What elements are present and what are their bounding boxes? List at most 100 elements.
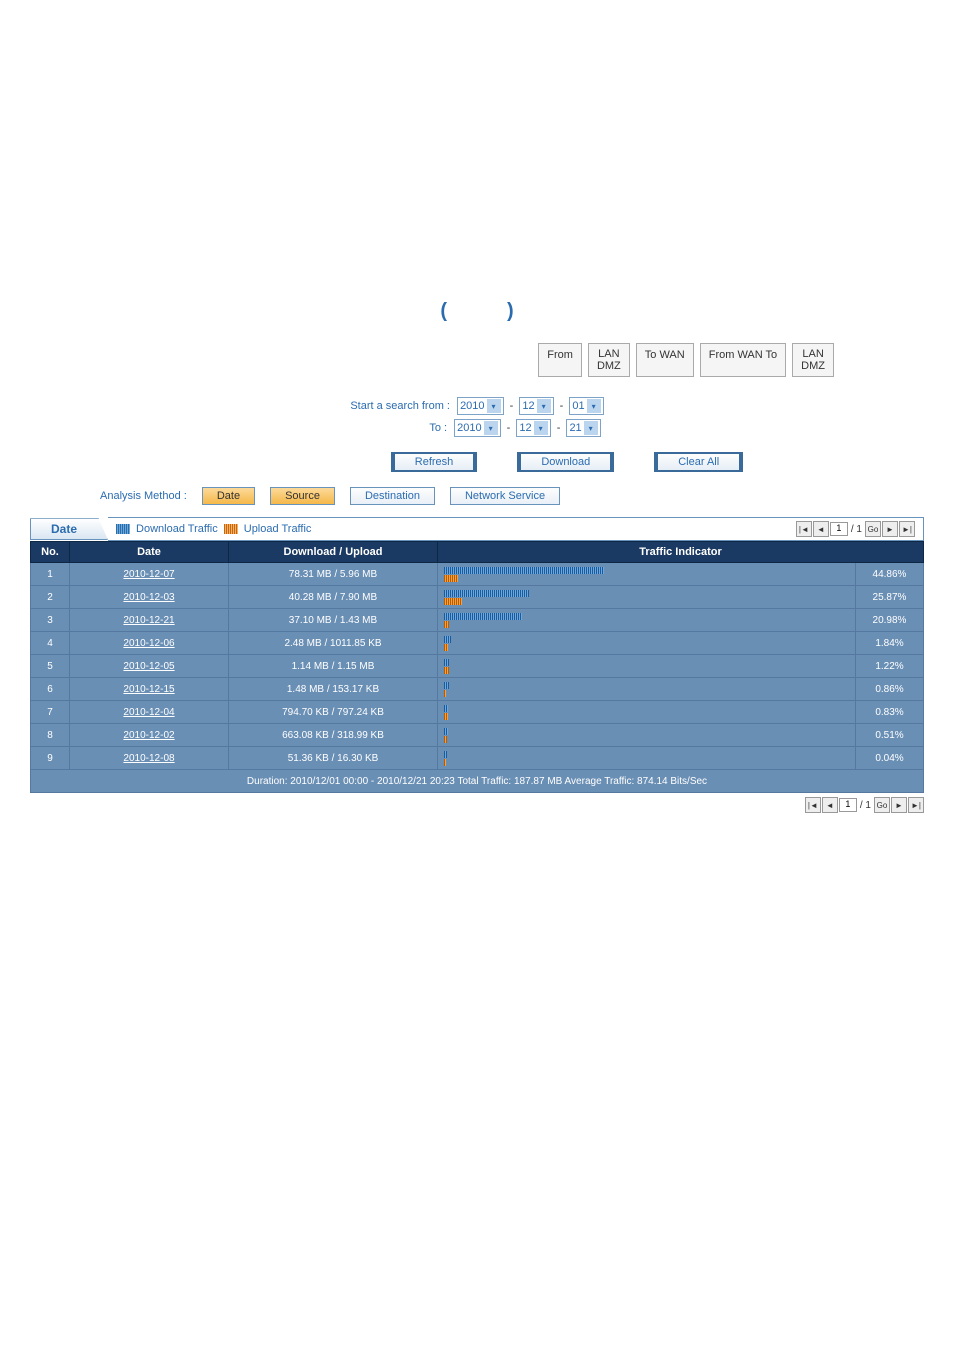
direction-from-wan-to: From WAN To bbox=[700, 343, 786, 377]
cell-no: 2 bbox=[31, 586, 70, 609]
pager-last-button[interactable]: ►| bbox=[899, 521, 915, 537]
table-row: 72010-12-04794.70 KB / 797.24 KB0.83% bbox=[31, 701, 924, 724]
pager-page-input[interactable]: 1 bbox=[839, 798, 857, 812]
search-form: Start a search from : 2010▾ - 12▾ - 01▾ … bbox=[0, 397, 954, 437]
date-link[interactable]: 2010-12-06 bbox=[123, 638, 174, 649]
cell-du: 78.31 MB / 5.96 MB bbox=[229, 563, 438, 586]
chevron-down-icon: ▾ bbox=[587, 399, 601, 413]
cell-date: 2010-12-02 bbox=[70, 724, 229, 747]
pager-total: / 1 bbox=[851, 524, 862, 535]
date-link[interactable]: 2010-12-05 bbox=[123, 661, 174, 672]
cell-indicator bbox=[438, 586, 856, 609]
direction-panel: From LAN DMZ To WAN From WAN To LAN DMZ bbox=[0, 343, 954, 377]
refresh-button[interactable]: Refresh bbox=[391, 452, 478, 472]
chevron-down-icon: ▾ bbox=[484, 421, 498, 435]
from-year-select[interactable]: 2010▾ bbox=[457, 397, 503, 415]
date-link[interactable]: 2010-12-02 bbox=[123, 730, 174, 741]
direction-lan-dmz: LAN DMZ bbox=[588, 343, 630, 377]
cell-date: 2010-12-05 bbox=[70, 655, 229, 678]
download-button[interactable]: Download bbox=[517, 452, 614, 472]
cell-du: 663.08 KB / 318.99 KB bbox=[229, 724, 438, 747]
col-download-upload: Download / Upload bbox=[229, 542, 438, 563]
cell-pct: 0.86% bbox=[856, 678, 924, 701]
cell-no: 9 bbox=[31, 747, 70, 770]
chevron-down-icon: ▾ bbox=[584, 421, 598, 435]
cell-du: 51.36 KB / 16.30 KB bbox=[229, 747, 438, 770]
col-date: Date bbox=[70, 542, 229, 563]
table-row: 4 2010-12-06 2.48 MB / 1011.85 KB 1.84% bbox=[31, 632, 924, 655]
date-link[interactable]: 2010-12-07 bbox=[123, 569, 174, 580]
date-link[interactable]: 2010-12-08 bbox=[123, 753, 174, 764]
title-parens: () bbox=[0, 300, 954, 323]
tab-source[interactable]: Source bbox=[270, 487, 335, 505]
to-day-select[interactable]: 21▾ bbox=[566, 419, 600, 437]
cell-no: 4 bbox=[31, 632, 70, 655]
cell-no: 7 bbox=[31, 701, 70, 724]
pager-bottom: |◄ ◄ 1 / 1 Go ► ►| bbox=[805, 797, 924, 813]
from-month-select[interactable]: 12▾ bbox=[519, 397, 553, 415]
cell-pct: 20.98% bbox=[856, 609, 924, 632]
tab-date[interactable]: Date bbox=[202, 487, 255, 505]
pager-total: / 1 bbox=[860, 800, 871, 811]
col-traffic-indicator: Traffic Indicator bbox=[438, 542, 924, 563]
pager-prev-button[interactable]: ◄ bbox=[822, 797, 838, 813]
cell-indicator bbox=[438, 563, 856, 586]
analysis-method-label: Analysis Method : bbox=[100, 490, 187, 502]
clear-all-button[interactable]: Clear All bbox=[654, 452, 743, 472]
cell-pct: 25.87% bbox=[856, 586, 924, 609]
table-row: 62010-12-151.48 MB / 153.17 KB0.86% bbox=[31, 678, 924, 701]
cell-pct: 1.84% bbox=[856, 632, 924, 655]
date-link[interactable]: 2010-12-03 bbox=[123, 592, 174, 603]
cell-pct: 0.51% bbox=[856, 724, 924, 747]
cell-date: 2010-12-21 bbox=[70, 609, 229, 632]
cell-indicator bbox=[438, 609, 856, 632]
date-link[interactable]: 2010-12-21 bbox=[123, 615, 174, 626]
table-row: 82010-12-02663.08 KB / 318.99 KB0.51% bbox=[31, 724, 924, 747]
cell-pct: 44.86% bbox=[856, 563, 924, 586]
date-link[interactable]: 2010-12-15 bbox=[123, 684, 174, 695]
cell-du: 2.48 MB / 1011.85 KB bbox=[229, 632, 438, 655]
tab-destination[interactable]: Destination bbox=[350, 487, 435, 505]
cell-date: 2010-12-07 bbox=[70, 563, 229, 586]
direction-from: From bbox=[538, 343, 582, 377]
direction-to-wan: To WAN bbox=[636, 343, 694, 377]
pager-go-button[interactable]: Go bbox=[874, 797, 890, 813]
pager-first-button[interactable]: |◄ bbox=[796, 521, 812, 537]
cell-du: 1.14 MB / 1.15 MB bbox=[229, 655, 438, 678]
search-to-label: To : bbox=[429, 422, 447, 434]
chevron-down-icon: ▾ bbox=[537, 399, 551, 413]
to-month-select[interactable]: 12▾ bbox=[516, 419, 550, 437]
pager-next-button[interactable]: ► bbox=[882, 521, 898, 537]
pager-first-button[interactable]: |◄ bbox=[805, 797, 821, 813]
table-row: 1 2010-12-07 78.31 MB / 5.96 MB 44.86% bbox=[31, 563, 924, 586]
cell-du: 794.70 KB / 797.24 KB bbox=[229, 701, 438, 724]
to-year-select[interactable]: 2010▾ bbox=[454, 419, 500, 437]
cell-date: 2010-12-04 bbox=[70, 701, 229, 724]
section-tab-date: Date bbox=[30, 518, 108, 540]
chart-legend: Download Traffic Upload Traffic bbox=[116, 523, 311, 535]
pager-last-button[interactable]: ►| bbox=[908, 797, 924, 813]
cell-pct: 1.22% bbox=[856, 655, 924, 678]
date-link[interactable]: 2010-12-04 bbox=[123, 707, 174, 718]
table-row: 9 2010-12-08 51.36 KB / 16.30 KB 0.04% bbox=[31, 747, 924, 770]
cell-indicator bbox=[438, 655, 856, 678]
pager-go-button[interactable]: Go bbox=[865, 521, 881, 537]
direction-lan-dmz-2: LAN DMZ bbox=[792, 343, 834, 377]
table-row: 52010-12-051.14 MB / 1.15 MB1.22% bbox=[31, 655, 924, 678]
cell-pct: 0.04% bbox=[856, 747, 924, 770]
cell-indicator bbox=[438, 747, 856, 770]
tab-network-service[interactable]: Network Service bbox=[450, 487, 560, 505]
cell-indicator bbox=[438, 678, 856, 701]
cell-no: 1 bbox=[31, 563, 70, 586]
pager-page-input[interactable]: 1 bbox=[830, 522, 848, 536]
cell-date: 2010-12-08 bbox=[70, 747, 229, 770]
pager-next-button[interactable]: ► bbox=[891, 797, 907, 813]
cell-indicator bbox=[438, 701, 856, 724]
cell-indicator bbox=[438, 632, 856, 655]
pager-prev-button[interactable]: ◄ bbox=[813, 521, 829, 537]
from-day-select[interactable]: 01▾ bbox=[569, 397, 603, 415]
download-swatch-icon bbox=[116, 524, 130, 534]
upload-swatch-icon bbox=[224, 524, 238, 534]
cell-du: 37.10 MB / 1.43 MB bbox=[229, 609, 438, 632]
chevron-down-icon: ▾ bbox=[487, 399, 501, 413]
